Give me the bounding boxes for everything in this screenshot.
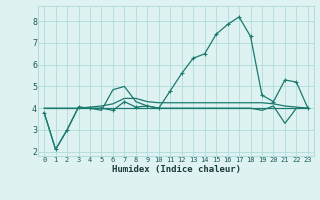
X-axis label: Humidex (Indice chaleur): Humidex (Indice chaleur) — [111, 165, 241, 174]
